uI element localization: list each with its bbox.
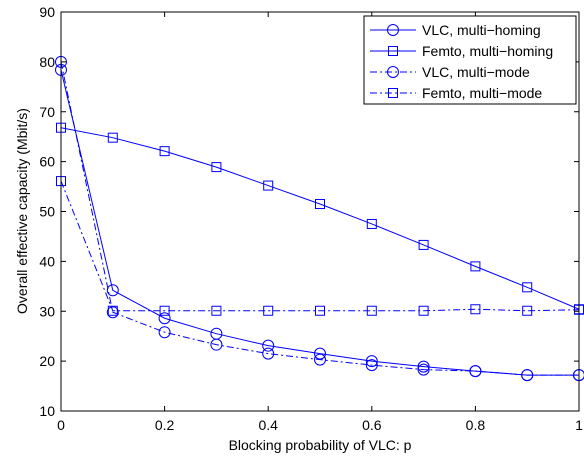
plot-frame	[60, 11, 580, 412]
x-tick-label: 0.4	[258, 417, 278, 433]
y-tick-label: 60	[39, 154, 55, 170]
legend-entry: VLC, multi−homing	[370, 22, 541, 38]
legend-marker	[388, 88, 398, 98]
data-point-marker	[366, 218, 377, 229]
series-layer	[55, 55, 584, 382]
data-point-marker	[159, 305, 170, 316]
x-tick-label: 0.8	[466, 417, 486, 433]
legend: VLC, multi−homing Femto, multi−homing VLC,…	[363, 15, 577, 105]
data-point-marker	[263, 305, 274, 316]
legend-label: VLC, multi−homing	[422, 22, 541, 38]
y-tick-label: 40	[39, 253, 55, 269]
legend-entry: Femto, multi−mode	[370, 85, 542, 101]
data-point-marker	[106, 284, 119, 297]
y-tick-label: 80	[39, 54, 55, 70]
series-line	[60, 180, 580, 312]
x-tick-label: 0.6	[362, 417, 382, 433]
legend-label: Femto, multi−homing	[422, 43, 553, 59]
data-point-marker	[315, 305, 325, 316]
x-tick-label: 1	[575, 417, 583, 433]
data-point-marker	[418, 239, 429, 250]
data-point-marker	[365, 355, 378, 368]
y-tick-label: 70	[39, 104, 55, 120]
legend-marker	[388, 46, 398, 56]
x-tick-label: 0	[57, 417, 65, 433]
data-point-marker	[365, 359, 378, 372]
legend-label: Femto, multi−mode	[422, 85, 542, 101]
data-point-marker	[210, 338, 223, 351]
axis-ticks: 0 0.2 0.4 0.6 0.8 1 10 20 30 40 50 60 70 80 90	[39, 4, 583, 433]
y-tick-label: 90	[39, 4, 55, 20]
series-line	[60, 61, 579, 376]
y-axis-title: Overall effective capacity (Mbit/s)	[14, 108, 30, 314]
data-point-marker	[366, 305, 377, 316]
data-point-marker	[521, 369, 534, 382]
data-point-marker	[470, 304, 481, 315]
series-3	[56, 176, 584, 316]
data-point-marker	[211, 162, 222, 173]
legend-marker	[387, 24, 399, 36]
y-tick-label: 30	[39, 303, 55, 319]
data-point-marker	[211, 305, 222, 316]
data-point-marker	[469, 365, 482, 378]
data-point-marker	[158, 312, 171, 325]
data-point-marker	[263, 180, 274, 191]
x-tick-label: 0.2	[155, 417, 175, 433]
data-point-marker	[262, 339, 275, 352]
y-tick-label: 50	[39, 204, 55, 220]
legend-marker	[387, 66, 399, 78]
y-tick-label: 20	[39, 353, 55, 369]
legend-box	[363, 15, 577, 105]
data-point-marker	[315, 199, 325, 210]
legend-entry: VLC, multi−mode	[370, 64, 530, 80]
data-point-marker	[158, 326, 171, 339]
legend-label: VLC, multi−mode	[422, 64, 530, 80]
data-point-marker	[107, 132, 118, 143]
data-point-marker	[522, 305, 533, 316]
data-point-marker	[418, 305, 429, 316]
legend-entry: Femto, multi−homing	[370, 43, 553, 59]
data-point-marker	[314, 353, 326, 366]
data-point-marker	[522, 282, 533, 293]
data-point-marker	[159, 146, 170, 157]
data-point-marker	[107, 305, 118, 316]
series-1	[56, 122, 584, 315]
series-line	[60, 127, 580, 310]
series-2	[55, 55, 584, 382]
y-tick-label: 10	[39, 403, 55, 419]
x-axis-title: Blocking probability of VLC: p	[229, 437, 412, 453]
data-point-marker	[417, 360, 430, 373]
data-point-marker	[262, 347, 275, 360]
data-point-marker	[470, 261, 481, 272]
data-point-marker	[417, 363, 430, 376]
